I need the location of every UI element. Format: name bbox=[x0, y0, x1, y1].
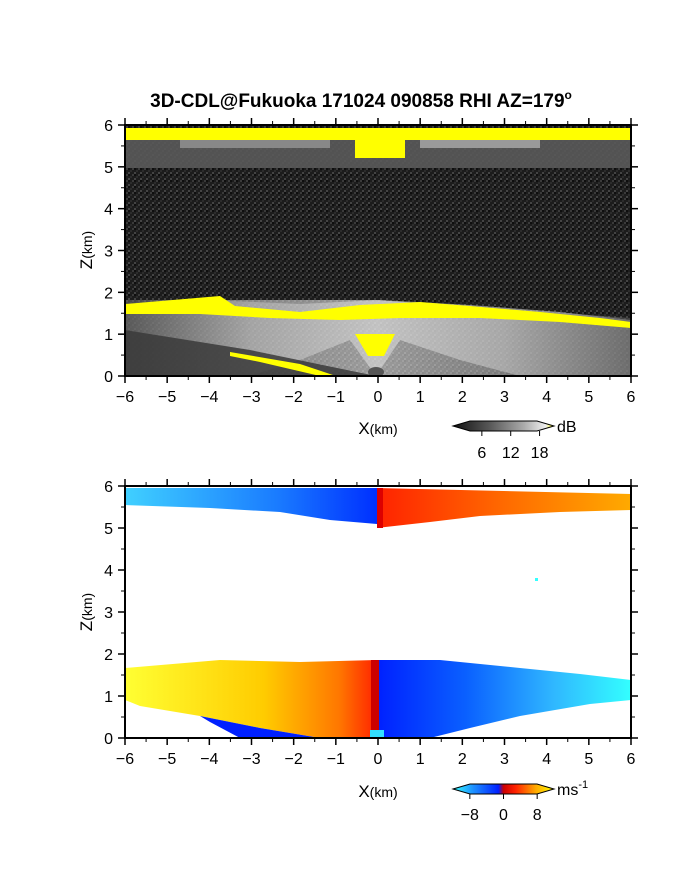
x-tick-label: −2 bbox=[285, 389, 303, 406]
velocity-axes: −6 −5 −4 −3 −2 −1 0 1 2 3 4 5 6 0 1 2 3 4 5 6 bbox=[104, 479, 638, 768]
y-tick-label: 3 bbox=[104, 605, 113, 622]
x-tick-label: 1 bbox=[416, 751, 425, 768]
reflectivity-image bbox=[125, 125, 631, 376]
x-tick-label: −1 bbox=[327, 751, 345, 768]
x-tick-label: 5 bbox=[584, 389, 593, 406]
reflectivity-ylabel: Z(km) bbox=[77, 231, 96, 269]
x-tick-label: 2 bbox=[458, 389, 467, 406]
x-tick-label: −3 bbox=[242, 751, 260, 768]
x-tick-label: −6 bbox=[116, 389, 134, 406]
x-tick-label: 2 bbox=[458, 751, 467, 768]
colorbar-tick-label: 6 bbox=[477, 445, 486, 462]
x-tick-label: −5 bbox=[158, 751, 176, 768]
velocity-panel: −6 −5 −4 −3 −2 −1 0 1 2 3 4 5 6 0 1 2 3 4 5 6 X(km) Z(km) −… bbox=[77, 479, 638, 824]
y-tick-label: 5 bbox=[104, 521, 113, 538]
figure-title: 3D-CDL@Fukuoka 171024 090858 RHI AZ=179o bbox=[150, 88, 572, 112]
colorbar-tick-label: 18 bbox=[531, 445, 549, 462]
x-tick-label: −5 bbox=[158, 389, 176, 406]
x-tick-label: 6 bbox=[627, 751, 636, 768]
reflectivity-xlabel: X(km) bbox=[358, 419, 397, 438]
colorbar-tick-label: −8 bbox=[461, 807, 479, 824]
x-tick-label: 4 bbox=[542, 389, 551, 406]
x-tick-label: −1 bbox=[327, 389, 345, 406]
x-tick-label: −2 bbox=[285, 751, 303, 768]
reflectivity-colorbar-unit: dB bbox=[557, 419, 577, 436]
reflectivity-axes: −6 −5 −4 −3 −2 −1 0 1 2 3 4 5 6 0 1 2 3 4 5 6 bbox=[104, 118, 638, 406]
colorbar-tick-label: 12 bbox=[502, 445, 520, 462]
x-tick-label: 4 bbox=[542, 751, 551, 768]
y-tick-label: 1 bbox=[104, 689, 113, 706]
y-tick-label: 1 bbox=[104, 327, 113, 344]
y-tick-label: 3 bbox=[104, 244, 113, 261]
x-tick-label: 6 bbox=[627, 389, 636, 406]
y-tick-label: 0 bbox=[104, 369, 113, 386]
x-tick-label: 0 bbox=[374, 389, 383, 406]
y-tick-label: 4 bbox=[104, 563, 113, 580]
velocity-colorbar-unit: ms-1 bbox=[557, 779, 588, 799]
y-tick-label: 2 bbox=[104, 285, 113, 302]
x-tick-label: −6 bbox=[116, 751, 134, 768]
colorbar-tick-label: 0 bbox=[499, 807, 508, 824]
x-tick-label: −3 bbox=[242, 389, 260, 406]
y-tick-label: 6 bbox=[104, 479, 113, 496]
x-tick-label: 0 bbox=[374, 751, 383, 768]
velocity-ylabel: Z(km) bbox=[77, 593, 96, 631]
x-tick-label: −4 bbox=[200, 751, 218, 768]
velocity-xlabel: X(km) bbox=[358, 782, 397, 801]
x-tick-label: −4 bbox=[200, 389, 218, 406]
x-tick-label: 1 bbox=[416, 389, 425, 406]
x-tick-label: 3 bbox=[500, 751, 509, 768]
velocity-colorbar: −8 0 8 ms-1 bbox=[451, 779, 588, 824]
y-tick-label: 6 bbox=[104, 118, 113, 135]
velocity-image bbox=[125, 486, 631, 738]
y-tick-label: 4 bbox=[104, 202, 113, 219]
reflectivity-colorbar: 6 12 18 dB bbox=[451, 419, 577, 462]
colorbar-tick-label: 8 bbox=[533, 807, 542, 824]
x-tick-label: 3 bbox=[500, 389, 509, 406]
y-tick-label: 2 bbox=[104, 647, 113, 664]
y-tick-label: 0 bbox=[104, 731, 113, 748]
y-tick-label: 5 bbox=[104, 160, 113, 177]
x-tick-label: 5 bbox=[584, 751, 593, 768]
